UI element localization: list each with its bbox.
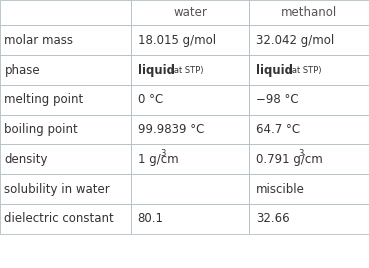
Bar xyxy=(0,0,131,25)
Text: boiling point: boiling point xyxy=(4,123,78,136)
Text: 32.66: 32.66 xyxy=(256,212,289,225)
Text: (at STP): (at STP) xyxy=(286,66,321,75)
Bar xyxy=(131,0,249,25)
Bar xyxy=(0,115,131,144)
Bar xyxy=(249,174,369,204)
Text: (at STP): (at STP) xyxy=(168,66,203,75)
Text: liquid: liquid xyxy=(256,64,293,77)
Text: phase: phase xyxy=(4,64,40,77)
Bar xyxy=(0,55,131,85)
Bar xyxy=(249,25,369,55)
Bar xyxy=(131,55,249,85)
Text: 0.791 g/cm: 0.791 g/cm xyxy=(256,153,323,166)
Bar xyxy=(131,144,249,174)
Text: water: water xyxy=(173,6,207,19)
Text: dielectric constant: dielectric constant xyxy=(4,212,114,225)
Text: 32.042 g/mol: 32.042 g/mol xyxy=(256,34,334,47)
Bar xyxy=(0,174,131,204)
Bar xyxy=(131,174,249,204)
Text: 64.7 °C: 64.7 °C xyxy=(256,123,300,136)
Text: solubility in water: solubility in water xyxy=(4,183,110,196)
Bar xyxy=(0,85,131,115)
Bar xyxy=(249,204,369,234)
Text: 1 g/cm: 1 g/cm xyxy=(138,153,178,166)
Text: melting point: melting point xyxy=(4,93,84,106)
Text: 3: 3 xyxy=(161,149,166,158)
Text: 99.9839 °C: 99.9839 °C xyxy=(138,123,204,136)
Text: miscible: miscible xyxy=(256,183,304,196)
Text: 0 °C: 0 °C xyxy=(138,93,163,106)
Bar xyxy=(131,204,249,234)
Bar xyxy=(0,144,131,174)
Bar xyxy=(131,115,249,144)
Bar xyxy=(249,115,369,144)
Text: 80.1: 80.1 xyxy=(138,212,163,225)
Bar xyxy=(131,25,249,55)
Text: liquid: liquid xyxy=(138,64,175,77)
Bar xyxy=(0,25,131,55)
Bar xyxy=(249,144,369,174)
Text: methanol: methanol xyxy=(281,6,337,19)
Text: −98 °C: −98 °C xyxy=(256,93,299,106)
Bar xyxy=(131,85,249,115)
Bar xyxy=(0,204,131,234)
Text: 18.015 g/mol: 18.015 g/mol xyxy=(138,34,216,47)
Bar xyxy=(249,55,369,85)
Text: density: density xyxy=(4,153,48,166)
Text: molar mass: molar mass xyxy=(4,34,73,47)
Bar xyxy=(249,85,369,115)
Text: 3: 3 xyxy=(298,149,304,158)
Bar xyxy=(249,0,369,25)
